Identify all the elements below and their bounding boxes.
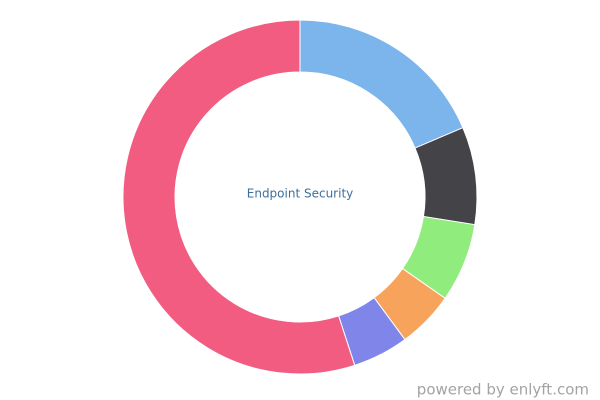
wedges: [122, 19, 478, 375]
wedge: [122, 19, 356, 375]
wedge: [299, 19, 464, 149]
center-label: Endpoint Security: [247, 187, 354, 201]
credit: powered by enlyft.com: [417, 381, 589, 399]
